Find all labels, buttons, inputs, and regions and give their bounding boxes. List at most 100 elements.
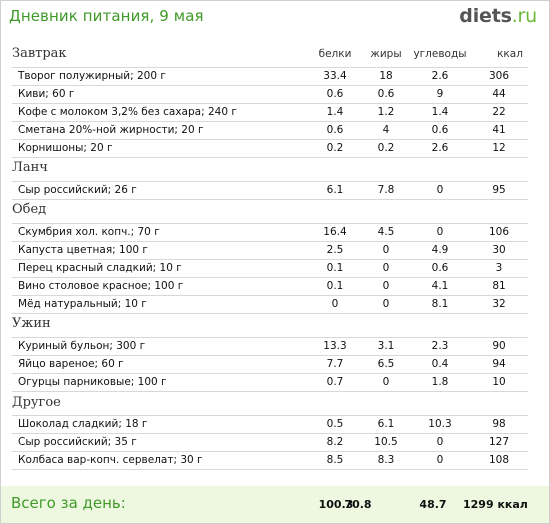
food-kcal: 98 xyxy=(492,418,506,430)
page-title: Дневник питания, 9 мая xyxy=(9,7,204,25)
food-protein: 33.4 xyxy=(323,70,347,82)
food-name: Сыр российский; 35 г xyxy=(18,436,137,448)
food-name: Мёд натуральный; 10 г xyxy=(18,298,147,310)
section-title: Обед xyxy=(12,202,47,217)
food-kcal: 3 xyxy=(495,262,503,274)
food-row: Шоколад сладкий; 18 г 0.5 6.1 10.3 98 xyxy=(12,415,528,433)
food-protein: 16.4 xyxy=(323,226,347,238)
food-name: Вино столовое красное; 100 г xyxy=(18,280,184,292)
food-name: Киви; 60 г xyxy=(18,88,75,100)
food-fat: 6.5 xyxy=(377,358,395,370)
food-name: Сметана 20%-ной жирности; 20 г xyxy=(18,124,204,136)
food-row: Перец красный сладкий; 10 г 0.1 0 0.6 3 xyxy=(12,259,528,277)
food-row: Вино столовое красное; 100 г 0.1 0 4.1 81 xyxy=(12,277,528,295)
food-kcal: 44 xyxy=(492,88,506,100)
column-header-carbs: углеводы xyxy=(413,48,467,60)
food-protein: 0.1 xyxy=(326,280,344,292)
food-name: Творог полужирный; 200 г xyxy=(18,70,166,82)
totals-label: Всего за день: xyxy=(11,494,126,512)
food-protein: 0.6 xyxy=(326,88,344,100)
food-name: Куриный бульон; 300 г xyxy=(18,340,146,352)
section-title: Ужин xyxy=(12,316,51,331)
food-protein: 0.6 xyxy=(326,124,344,136)
food-fat: 8.3 xyxy=(377,454,395,466)
food-row: Кофе с молоком 3,2% без сахара; 240 г 1.4… xyxy=(12,103,528,121)
food-carbs: 9 xyxy=(436,88,444,100)
food-protein: 2.5 xyxy=(326,244,344,256)
food-fat: 0.2 xyxy=(377,142,395,154)
daily-totals: Всего за день: 100.3 70.8 48.7 1299 ккал xyxy=(1,486,549,523)
food-name: Яйцо вареное; 60 г xyxy=(18,358,124,370)
food-kcal: 22 xyxy=(492,106,506,118)
food-protein: 0.5 xyxy=(326,418,344,430)
food-kcal: 30 xyxy=(492,244,506,256)
food-name: Кофе с молоком 3,2% без сахара; 240 г xyxy=(18,106,237,118)
food-carbs: 0 xyxy=(436,184,444,196)
food-fat: 0.6 xyxy=(377,88,395,100)
food-protein: 0.1 xyxy=(326,262,344,274)
food-carbs: 0 xyxy=(436,226,444,238)
food-row: Куриный бульон; 300 г 13.3 3.1 2.3 90 xyxy=(12,337,528,355)
food-carbs: 4.9 xyxy=(431,244,449,256)
total-fat: 70.8 xyxy=(344,498,372,511)
food-protein: 0 xyxy=(331,298,339,310)
food-row: Сыр российский; 26 г 6.1 7.8 0 95 xyxy=(12,181,528,200)
food-row: Творог полужирный; 200 г 33.4 18 2.6 306 xyxy=(12,67,528,85)
food-kcal: 90 xyxy=(492,340,506,352)
food-row: Сметана 20%-ной жирности; 20 г 0.6 4 0.6 41 xyxy=(12,121,528,139)
food-row: Колбаса вар-копч. сервелат; 30 г 8.5 8.3 0 1… xyxy=(12,451,528,470)
food-carbs: 2.6 xyxy=(431,70,449,82)
food-kcal: 12 xyxy=(492,142,506,154)
food-name: Огурцы парниковые; 100 г xyxy=(18,376,167,388)
food-name: Капуста цветная; 100 г xyxy=(18,244,148,256)
food-protein: 8.5 xyxy=(326,454,344,466)
food-row: Огурцы парниковые; 100 г 0.7 0 1.8 10 xyxy=(12,373,528,392)
food-row: Киви; 60 г 0.6 0.6 9 44 xyxy=(12,85,528,103)
food-carbs: 0.6 xyxy=(431,262,449,274)
food-row: Яйцо вареное; 60 г 7.7 6.5 0.4 94 xyxy=(12,355,528,373)
food-row: Сыр российский; 35 г 8.2 10.5 0 127 xyxy=(12,433,528,451)
section-title: Завтрак xyxy=(12,46,67,61)
column-header-kcal: ккал xyxy=(497,48,523,60)
food-carbs: 0.6 xyxy=(431,124,449,136)
food-protein: 0.7 xyxy=(326,376,344,388)
food-kcal: 41 xyxy=(492,124,506,136)
food-carbs: 1.8 xyxy=(431,376,449,388)
food-fat: 1.2 xyxy=(377,106,395,118)
food-kcal: 106 xyxy=(488,226,510,238)
food-protein: 8.2 xyxy=(326,436,344,448)
food-fat: 0 xyxy=(382,280,390,292)
food-name: Корнишоны; 20 г xyxy=(18,142,113,154)
food-carbs: 4.1 xyxy=(431,280,449,292)
food-protein: 0.2 xyxy=(326,142,344,154)
food-carbs: 1.4 xyxy=(431,106,449,118)
food-carbs: 0 xyxy=(436,454,444,466)
food-kcal: 108 xyxy=(488,454,510,466)
food-protein: 13.3 xyxy=(323,340,347,352)
header: Дневник питания, 9 мая diets.ru xyxy=(1,1,549,37)
column-header-fat: жиры xyxy=(370,48,402,60)
food-fat: 0 xyxy=(382,262,390,274)
food-name: Шоколад сладкий; 18 г xyxy=(18,418,148,430)
section-title: Ланч xyxy=(12,160,48,175)
food-fat: 0 xyxy=(382,298,390,310)
total-protein: 100.3 xyxy=(318,498,354,511)
food-protein: 1.4 xyxy=(326,106,344,118)
food-kcal: 81 xyxy=(492,280,506,292)
food-kcal: 32 xyxy=(492,298,506,310)
food-carbs: 2.3 xyxy=(431,340,449,352)
diets-logo[interactable]: diets.ru xyxy=(459,5,537,27)
food-fat: 18 xyxy=(379,70,393,82)
food-name: Перец красный сладкий; 10 г xyxy=(18,262,182,274)
food-fat: 10.5 xyxy=(374,436,398,448)
food-carbs: 0.4 xyxy=(431,358,449,370)
food-fat: 3.1 xyxy=(377,340,395,352)
logo-main: diets xyxy=(459,5,512,27)
food-kcal: 10 xyxy=(492,376,506,388)
food-fat: 4 xyxy=(382,124,390,136)
logo-tld: .ru xyxy=(511,5,537,27)
food-row: Скумбрия хол. копч.; 70 г 16.4 4.5 0 106 xyxy=(12,223,528,241)
total-carbs: 48.7 xyxy=(419,498,447,511)
food-carbs: 0 xyxy=(436,436,444,448)
